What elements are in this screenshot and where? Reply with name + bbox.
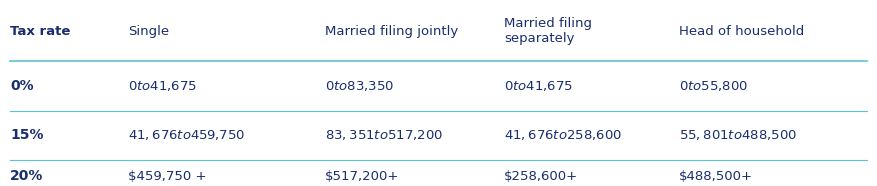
Text: Married filing jointly: Married filing jointly xyxy=(324,25,458,38)
Text: $0 to $41,675: $0 to $41,675 xyxy=(128,79,197,93)
Text: $459,750 +: $459,750 + xyxy=(128,170,207,183)
Text: Tax rate: Tax rate xyxy=(11,25,70,38)
Text: Head of household: Head of household xyxy=(679,25,804,38)
Text: $488,500+: $488,500+ xyxy=(679,170,753,183)
Text: 0%: 0% xyxy=(11,79,33,93)
Text: $0 to $83,350: $0 to $83,350 xyxy=(324,79,394,93)
Text: $258,600+: $258,600+ xyxy=(504,170,578,183)
Text: $0 to $41,675: $0 to $41,675 xyxy=(504,79,573,93)
Text: Married filing
separately: Married filing separately xyxy=(504,17,592,45)
Text: $55,801 to $488,500: $55,801 to $488,500 xyxy=(679,128,797,142)
Text: $517,200+: $517,200+ xyxy=(324,170,399,183)
Text: $41,676 to $459,750: $41,676 to $459,750 xyxy=(128,128,246,142)
Text: 20%: 20% xyxy=(11,169,44,183)
Text: $0 to $55,800: $0 to $55,800 xyxy=(679,79,748,93)
Text: $83,351 to $517,200: $83,351 to $517,200 xyxy=(324,128,443,142)
Text: 15%: 15% xyxy=(11,128,44,142)
Text: Single: Single xyxy=(128,25,169,38)
Text: $41,676 to $258,600: $41,676 to $258,600 xyxy=(504,128,622,142)
